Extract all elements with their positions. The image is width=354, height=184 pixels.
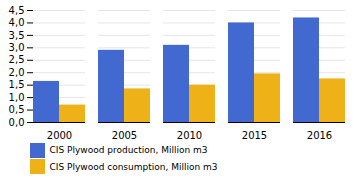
svg-text:0,5: 0,5: [9, 104, 25, 115]
svg-text:2000: 2000: [47, 130, 72, 141]
svg-text:2010: 2010: [177, 130, 202, 141]
svg-text:1,0: 1,0: [9, 92, 25, 103]
html-text:CIS Plywood consumption, Milli: CIS Plywood consumption, Million m3: [49, 161, 218, 172]
html-text:CIS Plywood production, Millio: CIS Plywood production, Million m3: [49, 145, 208, 156]
svg-text:2,5: 2,5: [9, 54, 25, 65]
svg-text:2,0: 2,0: [9, 67, 25, 78]
svg-text:3,5: 3,5: [9, 30, 25, 41]
svg-text:4,5: 4,5: [9, 5, 25, 16]
svg-text:2015: 2015: [242, 130, 267, 141]
svg-text:0,0: 0,0: [9, 117, 25, 128]
svg-text:4,0: 4,0: [9, 17, 25, 28]
svg-text:2005: 2005: [112, 130, 137, 141]
svg-text:3,0: 3,0: [9, 42, 25, 53]
svg-text:1,5: 1,5: [9, 79, 25, 90]
svg-text:2016: 2016: [307, 130, 332, 141]
